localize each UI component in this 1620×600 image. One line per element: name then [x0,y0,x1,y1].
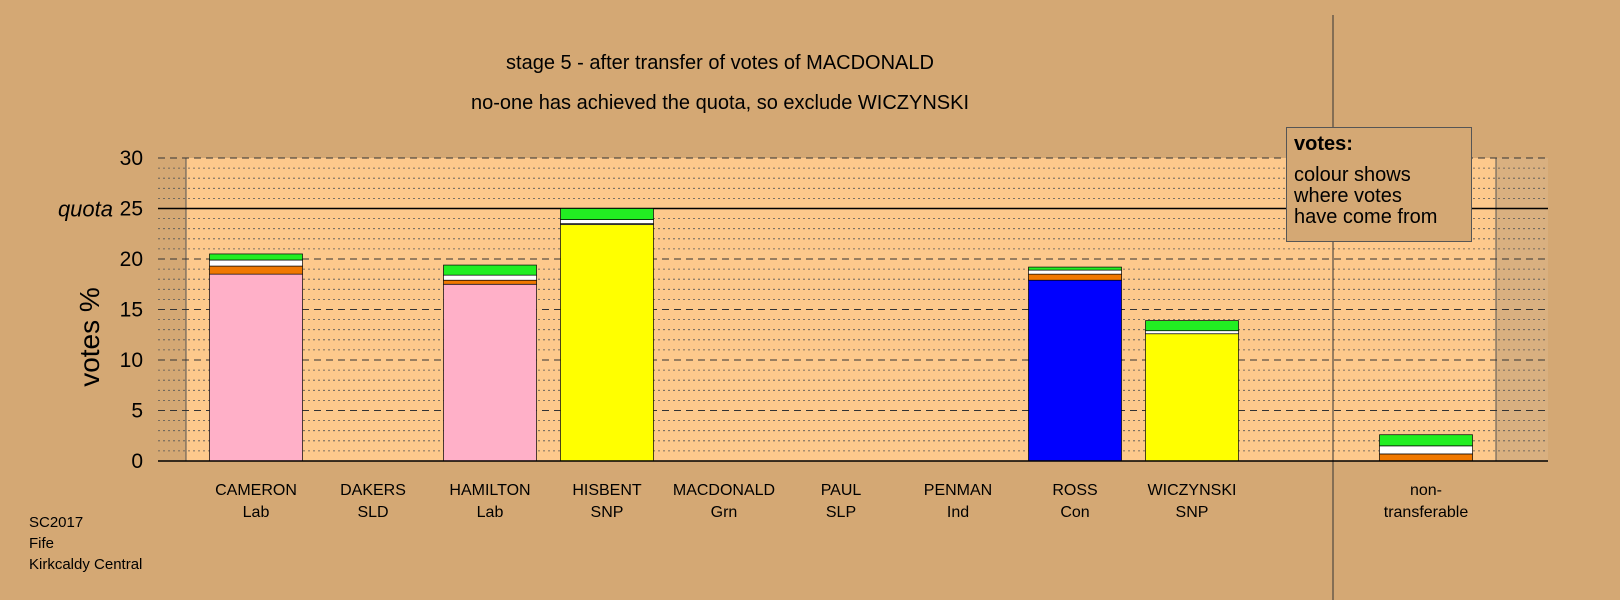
footer-ward: Kirkcaldy Central [29,556,143,573]
candidate-party: SLP [825,504,857,521]
candidate-label: ROSS Con [1017,480,1133,524]
footer-council: Fife [29,535,55,552]
y-tick-label: 30 [120,147,143,170]
candidate-label: DAKERS SLD [315,480,431,524]
candidate-party: Grn [710,504,738,521]
footer-info: SC2017 Fife Kirkcaldy Central [29,512,142,575]
footer-election: SC2017 [29,514,84,531]
candidate-label: MACDONALD Grn [666,480,782,524]
legend-box: votes: colour shows where votes have com… [1286,127,1472,242]
nontransferable-segment [1379,453,1473,462]
legend-text-line: where votes [1294,185,1402,207]
bar-segment [209,273,303,462]
candidate-party: SLD [357,504,389,521]
bar-segment [209,253,303,261]
candidate-name: HISBENT [572,482,642,499]
y-tick-label: 10 [120,349,143,372]
candidate-party: SNP [1175,504,1209,521]
bar-segment [209,259,303,267]
bar-segment [1145,333,1239,462]
y-tick-label: 20 [120,248,143,271]
candidate-label: HISBENT SNP [549,480,665,524]
candidate-party: transferable [1383,504,1469,521]
y-axis-label: votes % [74,287,105,387]
bar-segment [560,208,654,220]
bar-segment [1028,279,1122,462]
y-tick-label: 25 [120,198,143,221]
candidate-label: WICZYNSKI SNP [1134,480,1250,524]
candidate-label: HAMILTON Lab [432,480,548,524]
y-tick-label: 5 [131,400,143,423]
bar-segment [560,224,654,462]
nontransferable-segment [1379,434,1473,447]
candidate-label: non-transferable [1368,480,1484,524]
legend-text-line: have come from [1294,206,1438,228]
candidate-name: WICZYNSKI [1147,482,1237,499]
y-tick-label: 15 [120,299,143,322]
candidate-name: DAKERS [340,482,406,499]
bar-segment [443,279,537,285]
bar-segment [560,219,654,225]
bar-segment [1145,320,1239,332]
candidate-label: CAMERON Lab [198,480,314,524]
candidate-party: Con [1060,504,1090,521]
candidate-name: PENMAN [923,482,993,499]
bar-segment [1028,269,1122,275]
candidate-name: HAMILTON [449,482,531,499]
nontransferable-segment [1379,445,1473,455]
candidate-name: CAMERON [215,482,297,499]
legend-text-line: colour shows [1294,164,1411,186]
candidate-party: SNP [590,504,624,521]
quota-label: quota [58,197,113,222]
candidate-name: ROSS [1052,482,1098,499]
candidate-name: MACDONALD [672,482,776,499]
candidate-name: non- [1409,482,1443,499]
candidate-name: PAUL [820,482,862,499]
chart-title: stage 5 - after transfer of votes of MAC… [506,52,934,74]
bar-segment [443,283,537,462]
legend-title: votes: [1294,133,1353,155]
candidate-party: Lab [476,504,504,521]
y-tick-label: 0 [131,450,143,473]
candidate-label: PAUL SLP [783,480,899,524]
bar-segment [1145,330,1239,335]
candidate-party: Lab [242,504,270,521]
bar-segment [1028,266,1122,271]
candidate-label: PENMAN Ind [900,480,1016,524]
bar-segment [443,264,537,276]
bar-segment [443,274,537,281]
candidate-party: Ind [946,504,970,521]
bar-segment [1028,273,1122,281]
bar-segment [209,265,303,275]
chart-subtitle: no-one has achieved the quota, so exclud… [470,92,970,114]
